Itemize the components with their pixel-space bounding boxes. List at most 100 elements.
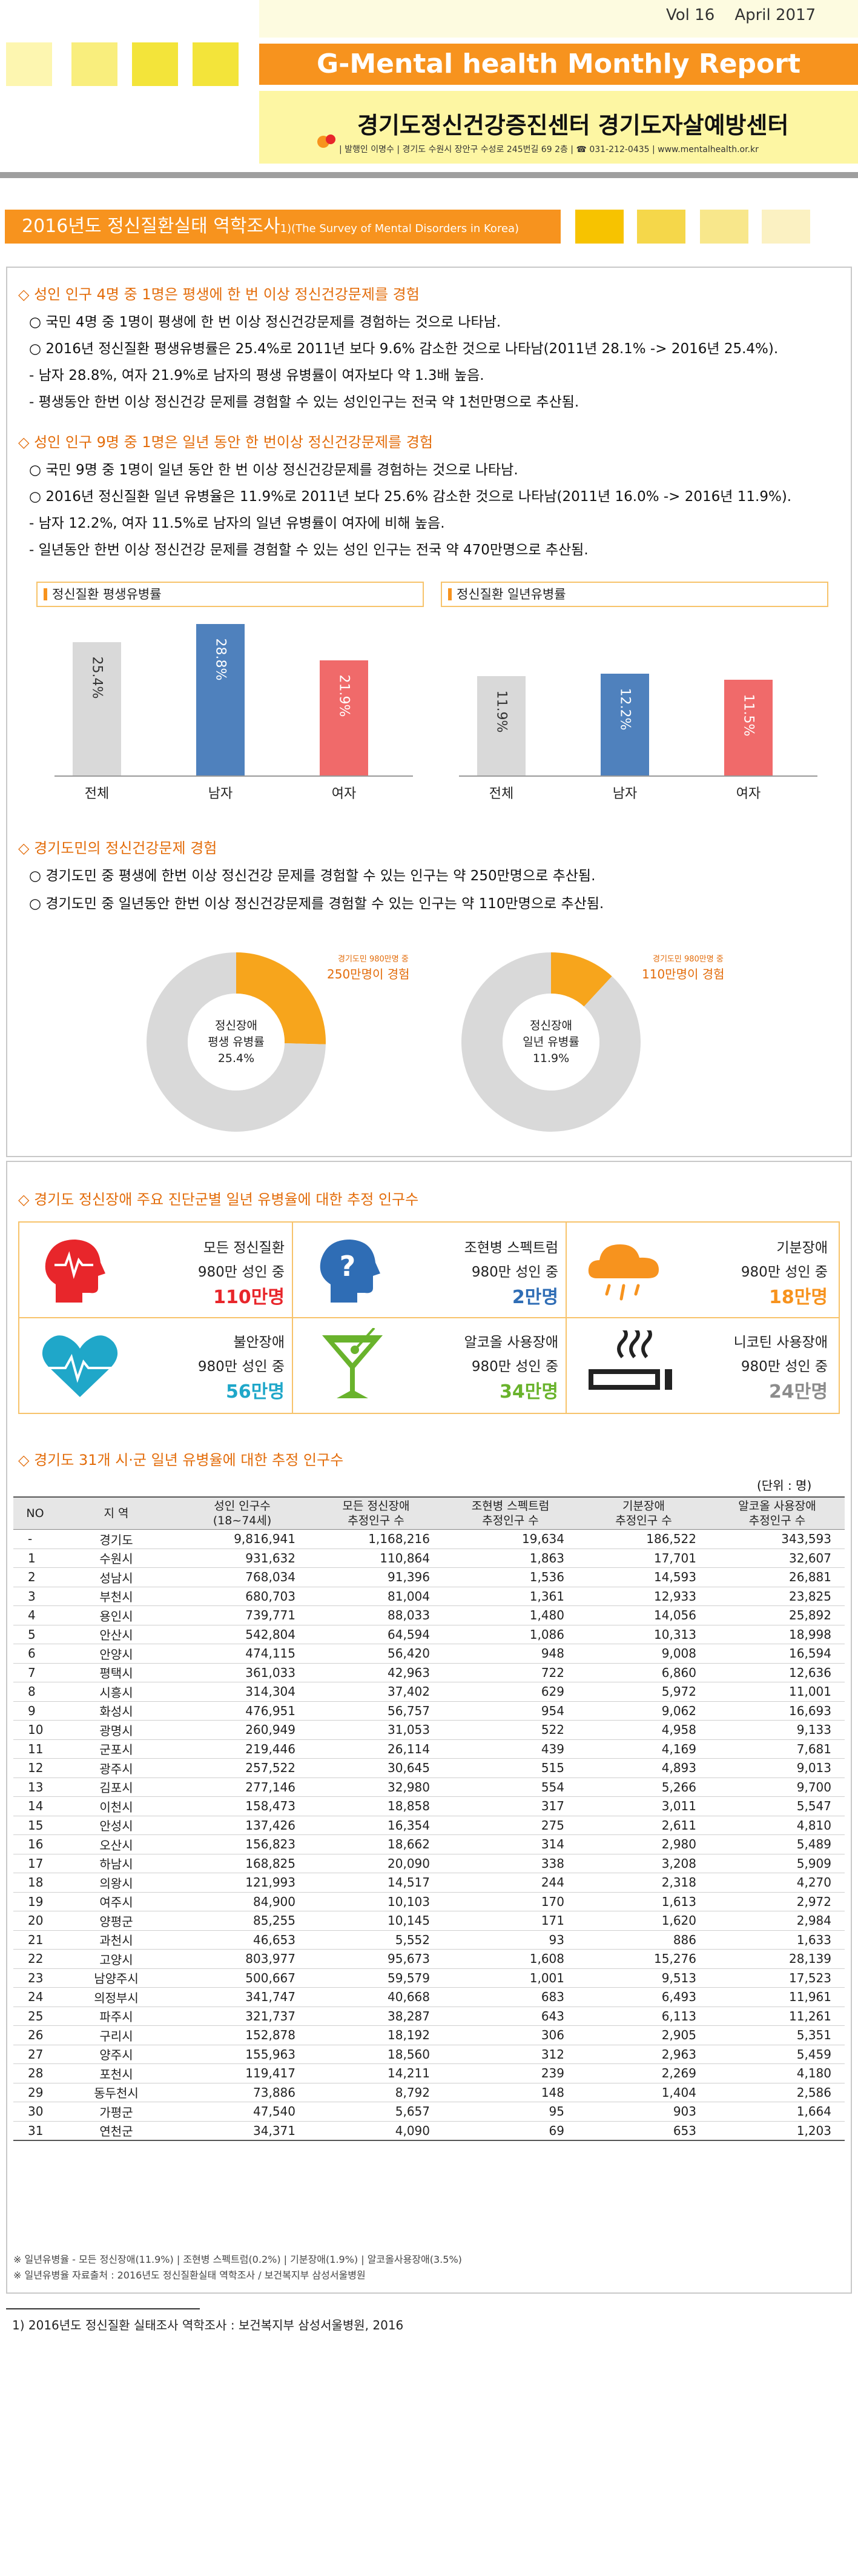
table-cell: 1,620 — [578, 1911, 710, 1931]
table-cell: 30,645 — [309, 1758, 443, 1778]
table-cell: 722 — [443, 1663, 578, 1682]
disorder-value: 34만명 — [500, 1381, 558, 1403]
bar-value-label: 25.4% — [89, 656, 105, 699]
region-name: 여주시 — [57, 1892, 176, 1911]
table-cell: 554 — [443, 1778, 578, 1797]
disorder-sub: 980만 성인 중 — [741, 1359, 828, 1375]
table-cell: 12,636 — [710, 1663, 845, 1682]
table-cell: 768,034 — [176, 1567, 309, 1587]
grid-divider — [19, 1317, 839, 1318]
row-number: 6 — [13, 1644, 57, 1664]
table-row: 5 안산시 542,804 64,594 1,086 10,313 18,998 — [13, 1625, 845, 1644]
bar-category-label: 남자 — [612, 786, 638, 802]
table-cell: 156,823 — [176, 1834, 309, 1854]
deco-square — [193, 42, 239, 86]
table-cell: 6,113 — [578, 2007, 710, 2026]
table-row: 23 남양주시 500,667 59,579 1,001 9,513 17,523 — [13, 1968, 845, 1988]
table-cell: 500,667 — [176, 1968, 309, 1988]
region-name: 성남시 — [57, 1567, 176, 1587]
table-cell: 653 — [578, 2121, 710, 2141]
table-cell: 56,757 — [309, 1701, 443, 1721]
table-cell: 312 — [443, 2045, 578, 2064]
table-cell: 158,473 — [176, 1796, 309, 1816]
rain-cloud-icon — [588, 1244, 659, 1301]
table-cell: 28,139 — [710, 1949, 845, 1969]
table-cell: 341,747 — [176, 1987, 309, 2007]
region-name: 오산시 — [57, 1834, 176, 1854]
table-cell: 314 — [443, 1834, 578, 1854]
donut-slice — [461, 952, 641, 1132]
table-cell: 121,993 — [176, 1873, 309, 1893]
table-cell: 5,459 — [710, 2045, 845, 2064]
table-cell: 11,961 — [710, 1987, 845, 2007]
cocktail-icon — [322, 1328, 383, 1398]
table-cell: 59,579 — [309, 1968, 443, 1988]
table-cell: 42,963 — [309, 1663, 443, 1682]
table-cell: 5,552 — [309, 1930, 443, 1950]
region-name: 파주시 — [57, 2007, 176, 2026]
donut-label-line: 평생 유병률 — [208, 1035, 265, 1049]
bar-value-label: 11.9% — [493, 690, 509, 733]
donut-callout-sub: 경기도민 980만명 중 — [653, 955, 724, 964]
table-cell: 1,203 — [710, 2121, 845, 2141]
disorder-value: 18만명 — [769, 1287, 828, 1308]
table-row: 20 양평군 85,255 10,145 171 1,620 2,984 — [13, 1911, 845, 1931]
disorder-name: 알코올 사용장애 — [464, 1335, 558, 1350]
row-number: 28 — [13, 2063, 57, 2083]
chart-bar — [724, 680, 773, 775]
table-row: 24 의정부시 341,747 40,668 683 6,493 11,961 — [13, 1987, 845, 2007]
table-row: 16 오산시 156,823 18,662 314 2,980 5,489 — [13, 1834, 845, 1854]
header-divider — [0, 172, 858, 178]
table-cell: 16,594 — [710, 1644, 845, 1664]
row-number: 29 — [13, 2083, 57, 2102]
table-cell: 683 — [443, 1987, 578, 2007]
table-cell: 954 — [443, 1701, 578, 1721]
row-number: 18 — [13, 1873, 57, 1893]
head-pulse-icon — [45, 1240, 105, 1303]
row-number: 22 — [13, 1949, 57, 1969]
table-cell: 542,804 — [176, 1625, 309, 1644]
table-cell: 12,933 — [578, 1587, 710, 1606]
table-cell: 31,053 — [309, 1720, 443, 1740]
disorder-heading: ◇ 경기도 정신장애 주요 진단군별 일년 유병율에 대한 추정 인구수 — [18, 1191, 419, 1208]
table-cell: 81,004 — [309, 1587, 443, 1606]
row-number: 10 — [13, 1720, 57, 1740]
table-cell: 1,863 — [443, 1549, 578, 1568]
table-cell: 4,958 — [578, 1720, 710, 1740]
table-cell: 25,892 — [710, 1605, 845, 1625]
org-band — [259, 91, 858, 164]
table-cell: 9,013 — [710, 1758, 845, 1778]
row-number: 1 — [13, 1549, 57, 1568]
prevalence-panel — [6, 267, 852, 1157]
table-cell: 5,489 — [710, 1834, 845, 1854]
table-note: ※ 일년유병율 - 모든 정신장애(11.9%) | 조현병 스펙트럼(0.2%… — [13, 2254, 462, 2265]
row-number: 13 — [13, 1778, 57, 1797]
table-cell: 257,522 — [176, 1758, 309, 1778]
row-number: 21 — [13, 1930, 57, 1950]
table-cell: 4,893 — [578, 1758, 710, 1778]
table-cell: 219,446 — [176, 1739, 309, 1759]
table-cell: 10,145 — [309, 1911, 443, 1931]
deco-square — [6, 42, 52, 86]
table-cell: 9,700 — [710, 1778, 845, 1797]
table-row: 11 군포시 219,446 26,114 439 4,169 7,681 — [13, 1739, 845, 1759]
table-cell: 1,404 — [578, 2083, 710, 2102]
table-cell: 5,547 — [710, 1796, 845, 1816]
table-cell: 2,972 — [710, 1892, 845, 1911]
table-row: 15 안성시 137,426 16,354 275 2,611 4,810 — [13, 1816, 845, 1835]
table-cell: 155,963 — [176, 2045, 309, 2064]
table-row: 17 하남시 168,825 20,090 338 3,208 5,909 — [13, 1854, 845, 1873]
footnote-divider — [6, 2308, 200, 2309]
table-cell: 9,816,941 — [176, 1529, 309, 1549]
table-cell: 260,949 — [176, 1720, 309, 1740]
text-line: - 평생동안 한번 이상 정신건강 문제를 경험할 수 있는 성인인구는 전국 … — [29, 394, 579, 410]
bar-category-label: 남자 — [208, 786, 233, 802]
col-header: 알코올 사용장애 추정인구 수 — [710, 1496, 845, 1530]
table-cell: 1,608 — [443, 1949, 578, 1969]
disorder-sub: 980만 성인 중 — [471, 1359, 558, 1375]
row-number: 12 — [13, 1758, 57, 1778]
bar-category-label: 여자 — [331, 786, 357, 802]
table-cell: 20,090 — [309, 1854, 443, 1873]
bar-category-label: 여자 — [736, 786, 761, 802]
col-header: 지 역 — [57, 1496, 176, 1530]
